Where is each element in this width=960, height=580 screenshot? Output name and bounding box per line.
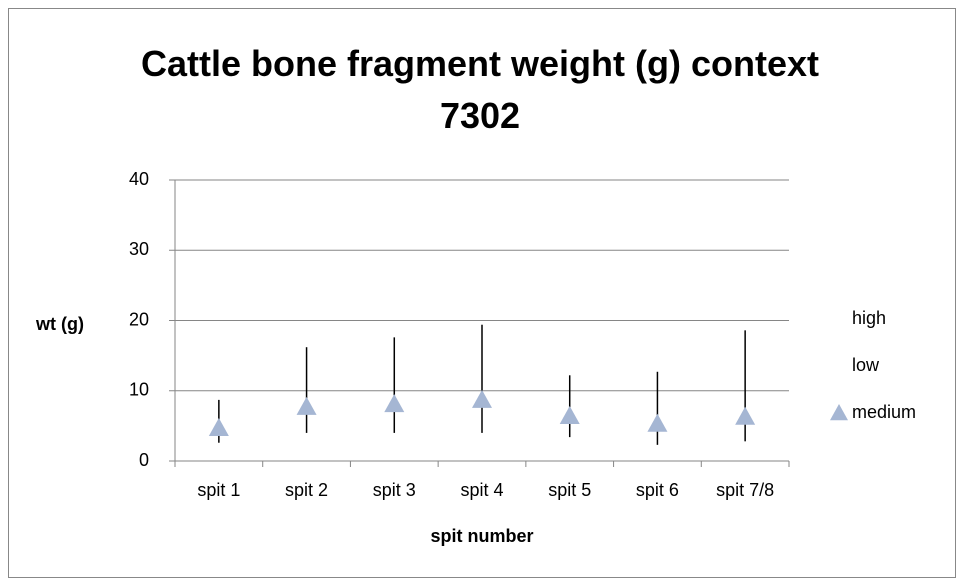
medium-marker: [735, 406, 756, 425]
y-tick-label: 40: [129, 169, 149, 189]
medium-marker: [559, 406, 580, 425]
x-tick-label: spit 7/8: [716, 480, 774, 500]
medium-marker: [208, 417, 229, 436]
x-tick-label: spit 2: [285, 480, 328, 500]
y-tick-label: 0: [139, 450, 149, 470]
x-tick-label: spit 4: [460, 480, 503, 500]
legend-label: medium: [852, 402, 916, 422]
legend-label: low: [852, 355, 880, 375]
legend-label: high: [852, 308, 886, 328]
chart-frame: [8, 8, 956, 578]
y-tick-label: 30: [129, 239, 149, 259]
x-tick-label: spit 6: [636, 480, 679, 500]
chart-title: Cattle bone fragment weight (g) context …: [140, 43, 820, 136]
x-tick-label: spit 1: [197, 480, 240, 500]
medium-marker: [384, 394, 405, 413]
legend-marker: [830, 404, 848, 421]
x-tick-label: spit 5: [548, 480, 591, 500]
x-tick-label: spit 3: [373, 480, 416, 500]
medium-marker: [472, 389, 492, 408]
medium-marker: [296, 396, 317, 415]
y-tick-label: 20: [129, 309, 149, 329]
y-tick-label: 10: [129, 380, 149, 400]
medium-marker: [647, 413, 668, 432]
x-axis-label: spit number: [430, 526, 533, 546]
y-axis-label: wt (g): [35, 314, 84, 334]
